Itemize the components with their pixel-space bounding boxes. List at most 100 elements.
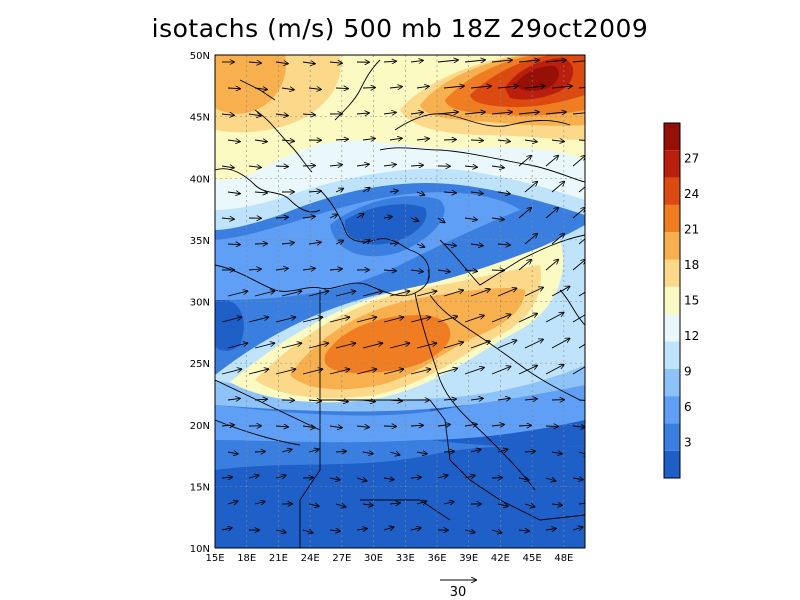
wind-vector — [329, 426, 342, 428]
wind-vector — [329, 165, 342, 166]
wind-vector — [524, 504, 535, 507]
wind-vector — [416, 192, 424, 195]
colorbar-swatch — [664, 177, 680, 205]
wind-vector — [410, 60, 423, 62]
wind-vector — [470, 449, 481, 452]
wind-vector — [227, 343, 247, 349]
wind-vector — [308, 291, 328, 297]
wind-vector — [410, 165, 423, 166]
wind-vector — [518, 260, 531, 271]
wind-vector — [389, 452, 400, 455]
wind-vector — [389, 400, 402, 401]
wind-vector — [572, 527, 583, 530]
wind-vector — [470, 398, 483, 400]
wind-vector — [221, 114, 234, 115]
wind-vector — [383, 164, 396, 166]
wind-vector — [497, 140, 510, 141]
colorbar: 3 6 9 12 15 18 21 24 27 — [663, 122, 699, 479]
wind-vector — [362, 240, 370, 245]
wind-vector — [437, 60, 458, 62]
wind-vector — [302, 369, 322, 375]
wind-vector — [383, 270, 396, 271]
wind-vector — [524, 339, 543, 349]
longitude-axis: 15E 18E 21E 24E 27E 30E 33E 36E 39E 42E 45E 48E — [205, 553, 573, 564]
colorbar-swatch — [664, 368, 680, 397]
wind-vector — [302, 530, 313, 533]
wind-vector — [383, 527, 394, 530]
wind-vector — [356, 113, 369, 114]
reference-vector: 30 — [440, 580, 476, 600]
wind-vector — [518, 314, 537, 323]
wind-vector — [389, 503, 400, 504]
wind-vector — [335, 504, 346, 507]
wind-vector — [308, 242, 321, 244]
wind-vector — [356, 214, 364, 219]
wind-vector — [572, 260, 585, 271]
wind-vector — [335, 451, 346, 452]
wind-vector — [410, 218, 418, 221]
wind-vector — [254, 291, 274, 297]
wind-vector — [545, 208, 558, 219]
wind-vector — [443, 244, 456, 246]
wind-vector — [518, 478, 529, 480]
wind-vector — [416, 291, 436, 297]
lat-tick-label: 45N — [190, 113, 210, 124]
wind-vector — [281, 88, 294, 90]
colorbar-swatch — [664, 204, 680, 233]
wind-vector — [437, 475, 448, 478]
wind-vector — [221, 477, 232, 478]
wind-vector — [281, 291, 301, 297]
wind-vector — [308, 191, 321, 192]
wind-vector — [248, 269, 261, 270]
wind-vector — [254, 192, 267, 193]
wind-vector — [302, 216, 315, 218]
wind-vector — [464, 367, 484, 375]
wind-vector — [308, 343, 328, 349]
wind-vector — [308, 400, 321, 401]
colorbar-label: 21 — [684, 223, 699, 237]
lat-tick-label: 15N — [190, 482, 210, 493]
lon-tick-label: 33E — [396, 553, 415, 564]
wind-vector — [335, 188, 343, 192]
wind-vector — [275, 62, 288, 64]
wind-vector — [335, 139, 348, 140]
wind-vector — [470, 244, 483, 246]
wind-vector — [416, 86, 429, 88]
wind-vector — [383, 317, 403, 323]
wind-vector — [329, 317, 349, 323]
wind-vector — [416, 244, 424, 247]
wind-vector — [248, 317, 268, 323]
colorbar-label: 9 — [684, 365, 692, 379]
wind-vector — [470, 192, 483, 194]
wind-vector — [389, 343, 409, 349]
wind-vector — [275, 166, 288, 167]
colorbar-label: 12 — [684, 329, 699, 343]
wind-vector — [362, 138, 375, 140]
wind-vector — [248, 62, 261, 63]
lon-tick-label: 21E — [269, 553, 288, 564]
wind-vector — [329, 62, 342, 63]
wind-vector — [416, 139, 429, 140]
colorbar-label: 6 — [684, 400, 692, 414]
lat-tick-label: 20N — [190, 421, 210, 432]
wind-vector — [389, 87, 402, 88]
wind-vector — [248, 114, 261, 116]
wind-vector — [302, 268, 315, 270]
wind-vector — [524, 234, 537, 245]
wind-vector — [545, 529, 556, 530]
wind-vector — [464, 530, 475, 532]
wind-vector — [329, 369, 349, 375]
colorbar-label: 15 — [684, 294, 699, 308]
wind-vector — [545, 313, 564, 323]
wind-vector — [383, 478, 394, 480]
wind-vector — [470, 86, 491, 88]
wind-vector — [356, 478, 367, 481]
wind-vector — [551, 182, 564, 193]
wind-vector — [437, 112, 458, 114]
wind-vector — [410, 112, 423, 114]
wind-vector — [518, 366, 537, 375]
wind-vector — [491, 425, 504, 426]
wind-vector — [464, 475, 475, 478]
colorbar-swatch — [664, 150, 680, 178]
wind-vector — [491, 314, 511, 323]
